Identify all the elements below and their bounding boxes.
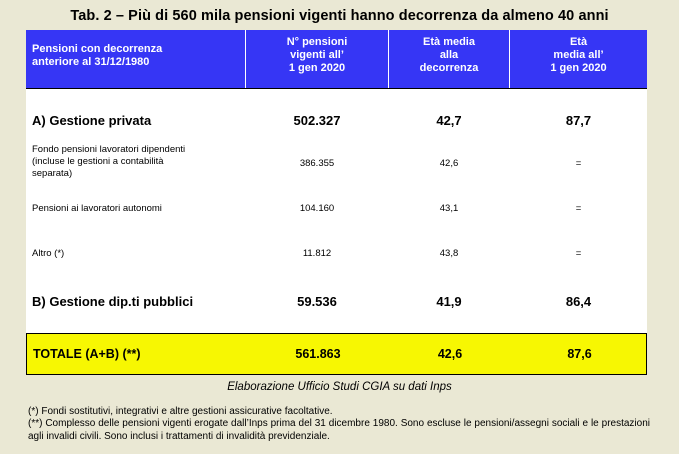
footnotes: (*) Fondi sostitutivi, integrativi e alt… <box>28 406 650 443</box>
header-col-eta-attuale: Età media all’ 1 gen 2020 <box>550 36 607 74</box>
header-col-decorrenza: Pensioni con decorrenza anteriore al 31/… <box>32 43 163 68</box>
header-divider <box>388 30 389 88</box>
row-age-start: 43,8 <box>439 248 459 259</box>
footnote: (**) Complesso delle pensioni vigenti er… <box>28 418 650 442</box>
row-count: 11.812 <box>302 248 332 259</box>
header-divider <box>245 30 246 88</box>
row-label: Pensioni ai lavoratori autonomi <box>32 203 162 214</box>
row-label: Fondo pensioni lavoratori dipendenti (in… <box>32 144 186 179</box>
header-col-eta-decorrenza: Età media alla decorrenza <box>419 36 479 74</box>
row-age-now: = <box>575 203 582 214</box>
table-title: Tab. 2 – Più di 560 mila pensioni vigent… <box>70 8 609 24</box>
total-age-start: 42,6 <box>437 347 463 361</box>
row-count: 386.355 <box>299 158 335 169</box>
row-label: Altro (*) <box>32 248 65 259</box>
pension-table: Pensioni con decorrenza anteriore al 31/… <box>26 30 647 375</box>
row-age-now: 87,7 <box>565 113 592 128</box>
footnote: (*) Fondi sostitutivi, integrativi e alt… <box>28 406 333 417</box>
row-label: A) Gestione privata <box>32 113 152 128</box>
header-divider <box>509 30 510 88</box>
row-age-now: = <box>575 248 582 259</box>
source-caption: Elaborazione Ufficio Studi CGIA su dati … <box>227 381 452 393</box>
row-count: 502.327 <box>293 113 341 128</box>
row-age-now: 86,4 <box>565 294 592 309</box>
table-header: Pensioni con decorrenza anteriore al 31/… <box>26 30 647 89</box>
total-label: TOTALE (A+B) (**) <box>33 347 141 361</box>
row-count: 104.160 <box>299 203 335 214</box>
total-count: 561.863 <box>295 347 341 361</box>
row-label: B) Gestione dip.ti pubblici <box>32 294 194 309</box>
row-count: 59.536 <box>297 294 337 309</box>
row-age-start: 41,9 <box>436 294 462 309</box>
total-age-now: 87,6 <box>567 347 592 361</box>
header-col-numero-pensioni: N° pensioni vigenti all’ 1 gen 2020 <box>286 36 348 74</box>
row-age-start: 43,1 <box>439 203 459 214</box>
row-age-now: = <box>575 158 582 169</box>
total-row: TOTALE (A+B) (**) 561.863 42,6 87,6 <box>26 333 647 375</box>
row-age-start: 42,7 <box>436 113 462 128</box>
row-age-start: 42,6 <box>439 158 459 169</box>
